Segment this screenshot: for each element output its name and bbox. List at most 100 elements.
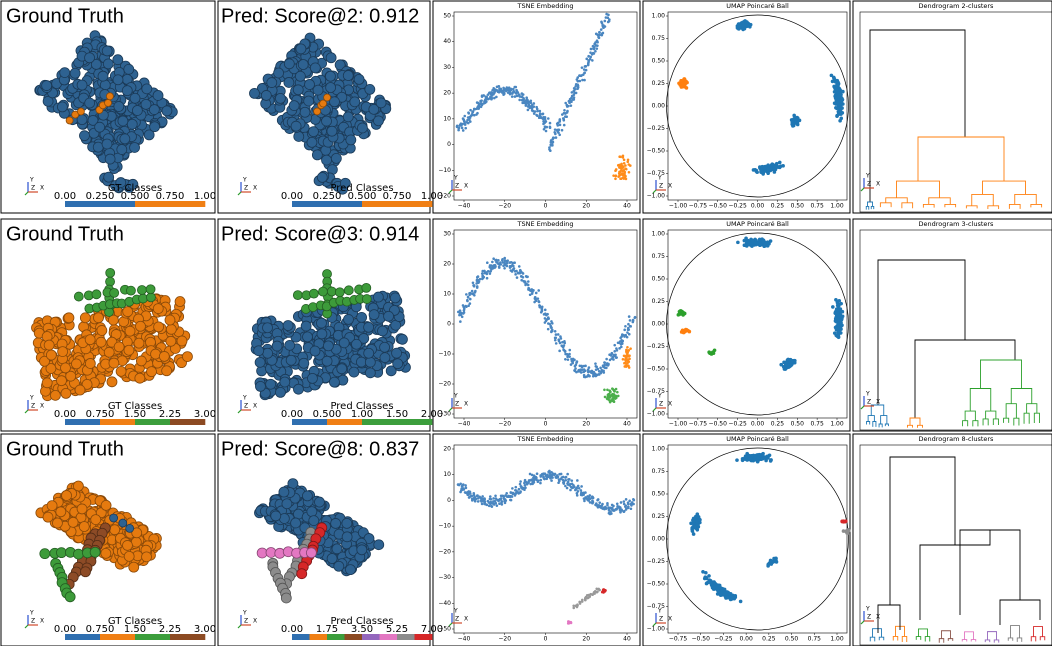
- scatter-point: [612, 174, 615, 177]
- y-tick-label: −0.50: [647, 366, 666, 373]
- point-cloud-sphere: [334, 287, 345, 298]
- axis-letter: Y: [29, 177, 34, 184]
- colorbar-tick-label: 0.500: [348, 191, 377, 202]
- scatter-point: [543, 308, 547, 312]
- scatter-point: [505, 262, 508, 265]
- scatter-point: [603, 363, 606, 367]
- point-cloud-sphere: [262, 322, 273, 334]
- axis-letter: X: [876, 181, 880, 188]
- scatter-point: [541, 112, 544, 116]
- axis-letter: Y: [657, 393, 662, 400]
- scatter-point: [587, 366, 591, 369]
- scatter-point: [603, 388, 606, 392]
- axis-letter: Z: [244, 403, 248, 410]
- scatter-point: [476, 111, 479, 115]
- scatter-point: [587, 370, 590, 373]
- scatter-point: [471, 281, 475, 285]
- scatter-point: [575, 487, 578, 490]
- scatter-point: [761, 170, 766, 175]
- scatter-point: [601, 502, 604, 506]
- point-cloud-sphere: [271, 340, 283, 352]
- scatter-point: [492, 87, 495, 90]
- scatter-point: [526, 108, 530, 112]
- scatter-point: [591, 51, 595, 55]
- scatter-point: [680, 82, 684, 87]
- scatter-point: [595, 39, 599, 43]
- dendrogram-link: [885, 197, 908, 203]
- scatter-point: [468, 297, 472, 301]
- point-cloud-sphere: [319, 99, 327, 108]
- scatter-point: [621, 166, 625, 169]
- scatter-point: [536, 109, 539, 113]
- point-cloud-sphere: [109, 513, 119, 523]
- scatter-point: [570, 91, 574, 94]
- scatter-point: [459, 489, 463, 492]
- point-cloud-sphere: [249, 87, 260, 99]
- panel-frame: [852, 433, 1052, 646]
- axis-letter: X: [668, 401, 672, 408]
- scatter-point: [534, 299, 538, 303]
- point-cloud-sphere: [298, 357, 310, 369]
- scatter-point: [602, 371, 606, 374]
- axis-letter: X: [464, 183, 468, 190]
- scatter-point: [497, 265, 501, 268]
- scatter-point: [508, 264, 512, 268]
- scatter-point: [736, 240, 740, 245]
- scatter-point: [622, 161, 626, 165]
- scatter-point: [543, 321, 547, 324]
- point-cloud-sphere: [41, 377, 53, 389]
- scatter-point: [552, 136, 555, 140]
- scatter-point: [473, 499, 477, 503]
- scatter-point: [792, 113, 796, 118]
- scatter-point: [457, 483, 461, 487]
- scatter-point: [837, 318, 842, 322]
- axis-letter: Z: [455, 183, 459, 190]
- point-cloud-sphere: [262, 347, 274, 359]
- scatter-point: [468, 120, 472, 123]
- point-cloud-sphere: [112, 54, 124, 66]
- scatter-point: [565, 111, 569, 114]
- scatter-point: [627, 366, 631, 369]
- scatter-point: [618, 340, 622, 343]
- scatter-point: [587, 59, 590, 62]
- point-cloud-sphere: [119, 133, 131, 145]
- scatter-point: [480, 94, 484, 97]
- scatter-point: [608, 506, 611, 510]
- point-cloud-sphere: [281, 498, 293, 510]
- scatter-point: [532, 112, 536, 115]
- x-tick-label: −20: [498, 636, 511, 643]
- y-tick-label: 0.50: [652, 276, 666, 283]
- scatter-point: [477, 104, 481, 108]
- scatter-point: [490, 267, 493, 271]
- scatter-point: [772, 170, 777, 174]
- scatter-point: [603, 366, 607, 370]
- x-tick-label: −20: [498, 203, 511, 210]
- scatter-point: [597, 36, 601, 40]
- scatter-point: [759, 168, 763, 173]
- y-tick-label: 50: [443, 13, 451, 20]
- scatter-point: [536, 297, 540, 300]
- scatter-point: [614, 169, 617, 173]
- scatter-point: [622, 168, 626, 172]
- point-cloud-sphere: [146, 292, 156, 303]
- scatter-point: [515, 276, 519, 279]
- point-cloud-sphere: [43, 339, 55, 351]
- axis-letter: Z: [31, 403, 35, 410]
- point-cloud-sphere: [80, 566, 91, 578]
- dendrogram-link: [869, 29, 966, 202]
- scatter-point: [465, 305, 468, 309]
- scatter-point: [514, 485, 518, 489]
- scatter-point: [845, 528, 849, 533]
- colorbar-tick-label: 1.50: [124, 409, 146, 420]
- scatter-point: [551, 476, 554, 479]
- scatter-point: [568, 348, 572, 352]
- point-cloud-sphere: [311, 149, 323, 161]
- y-tick-label: −10: [438, 351, 451, 358]
- scatter-point: [494, 494, 497, 498]
- scatter-point: [478, 495, 481, 499]
- point-cloud-sphere: [308, 515, 320, 527]
- point-cloud-sphere: [330, 518, 342, 529]
- scatter-point: [597, 370, 601, 373]
- scatter-point: [623, 365, 627, 368]
- axis-letter: Y: [29, 395, 34, 402]
